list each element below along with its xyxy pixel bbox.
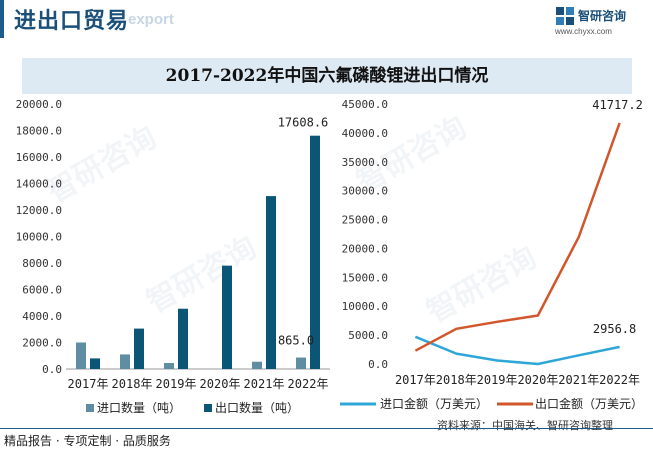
- y-tick-label: 25000.0: [342, 214, 388, 227]
- y-tick-label: 10000.0: [342, 300, 388, 313]
- y-tick-label: 18000.0: [16, 125, 62, 138]
- y-tick-label: 6000.0: [22, 284, 62, 297]
- data-label-import: 865.0: [278, 334, 314, 348]
- chart-title: 2017-2022年中国六氟磷酸锂进出口情况: [165, 66, 489, 86]
- import-bar: [252, 361, 262, 369]
- y-tick-label: 8000.0: [22, 257, 62, 270]
- x-tick-label: 2019年: [156, 377, 197, 391]
- x-tick-label: 2017年: [68, 377, 109, 391]
- y-tick-label: 12000.0: [16, 204, 62, 217]
- legend-label-export: 出口金额（万美元）: [535, 396, 643, 411]
- source-note: 资料来源：中国海关、智研咨询整理: [437, 419, 613, 432]
- y-tick-label: 16000.0: [16, 151, 62, 164]
- y-tick-label: 20000.0: [16, 98, 62, 111]
- export-bar: [134, 328, 144, 369]
- section-subtitle: export: [128, 11, 174, 28]
- x-tick-label: 2022年: [599, 373, 640, 387]
- export-line: [414, 122, 621, 352]
- footer-divider: [0, 428, 653, 429]
- y-tick-label: 5000.0: [348, 329, 388, 342]
- x-tick-label: 2022年: [288, 377, 329, 391]
- legend-label-import: 进口金额（万美元）: [380, 396, 488, 411]
- data-label-import: 2956.8: [593, 322, 636, 336]
- brand-logo[interactable]: 智研咨询 www.chyxx.com: [555, 6, 645, 36]
- data-label-export: 17608.6: [278, 116, 329, 130]
- footer-slogan: 精品报告 · 专项定制 · 品质服务: [4, 434, 171, 448]
- section-title: 进出口贸易: [14, 9, 130, 34]
- header-accent-bar: [0, 0, 4, 38]
- y-tick-label: 15000.0: [342, 271, 388, 284]
- bar-chart: 0.0 2000.0 4000.0 6000.0 8000.0 10000.0 12000.…: [16, 98, 330, 415]
- logo-url: www.chyxx.com: [555, 27, 612, 36]
- data-label-export: 41717.2: [592, 98, 643, 112]
- legend-swatch-export: [204, 404, 212, 412]
- y-tick-label: 14000.0: [16, 178, 62, 191]
- y-tick-label: 0.0: [368, 358, 388, 371]
- x-tick-label: 2018年: [112, 377, 153, 391]
- x-tick-label: 2020年: [200, 377, 241, 391]
- y-tick-label: 2000.0: [22, 337, 62, 350]
- chart-title-band: 2017-2022年中国六氟磷酸锂进出口情况: [22, 58, 632, 94]
- y-tick-label: 45000.0: [342, 98, 388, 111]
- page-header: 进出口贸易 export 智研咨询 www.chyxx.com: [0, 0, 653, 38]
- x-tick-label: 2019年: [477, 373, 518, 387]
- import-line: [414, 335, 620, 366]
- export-bar: [178, 308, 188, 369]
- legend-label-import: 进口数量（吨）: [97, 400, 181, 415]
- x-tick-label: 2021年: [558, 373, 599, 387]
- y-tick-label: 30000.0: [342, 185, 388, 198]
- y-tick-label: 40000.0: [342, 127, 388, 140]
- y-tick-label: 35000.0: [342, 156, 388, 169]
- export-bar: [310, 135, 320, 369]
- y-tick-label: 10000.0: [16, 231, 62, 244]
- y-tick-label: 4000.0: [22, 310, 62, 323]
- import-bar: [164, 363, 174, 369]
- import-bar: [120, 354, 130, 369]
- x-tick-label: 2018年: [436, 373, 477, 387]
- export-bar: [90, 358, 100, 369]
- x-tick-label: 2020年: [517, 373, 558, 387]
- import-bar: [296, 357, 306, 369]
- export-bar: [222, 265, 232, 369]
- legend-swatch-import: [86, 404, 94, 412]
- x-tick-label: 2021年: [244, 377, 285, 391]
- legend-label-export: 出口数量（吨）: [215, 400, 299, 415]
- logo-name: 智研咨询: [578, 9, 627, 23]
- export-bar: [266, 196, 276, 369]
- import-bar: [76, 342, 86, 369]
- logo-icon: [556, 7, 574, 25]
- y-tick-label: 0.0: [42, 363, 62, 376]
- x-tick-label: 2017年: [395, 373, 436, 387]
- line-chart: 0.0 5000.0 10000.0 15000.0 20000.0 25000.0 300…: [340, 98, 643, 411]
- y-tick-label: 20000.0: [342, 242, 388, 255]
